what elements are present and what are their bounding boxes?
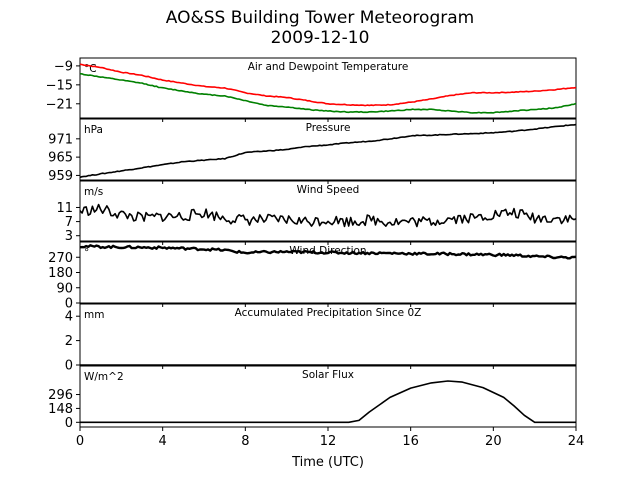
- series-line: [79, 244, 577, 260]
- x-tick-label: 24: [568, 434, 585, 449]
- y-tick-label: 90: [56, 281, 73, 296]
- y-tick-label: 148: [48, 402, 73, 417]
- panel-unit-label: m/s: [84, 186, 103, 198]
- y-tick-label: −15: [46, 78, 73, 93]
- series-line: [79, 63, 577, 107]
- x-tick-label: 8: [241, 434, 249, 449]
- y-tick-label: 7: [65, 215, 73, 230]
- series-line: [79, 203, 577, 228]
- x-tick-label: 0: [76, 434, 84, 449]
- y-tick-label: 4: [65, 310, 73, 325]
- series-line: [79, 72, 577, 114]
- y-tick-label: 296: [48, 388, 73, 403]
- x-tick-label: 20: [485, 434, 502, 449]
- y-tick-label: 2: [65, 334, 73, 349]
- panel-unit-label: mm: [84, 309, 104, 321]
- panel-unit-label: °: [84, 247, 89, 259]
- panel-title: Air and Dewpoint Temperature: [248, 61, 409, 73]
- panel-1: −9−15−21°C Air and Dewpoint Temperature: [46, 57, 577, 122]
- panel-title: Pressure: [306, 122, 351, 134]
- panel-title: Solar Flux: [302, 369, 354, 381]
- figure-subtitle: 2009-12-10: [270, 28, 370, 48]
- x-axis-label: Time (UTC): [291, 455, 364, 470]
- x-tick-label: 4: [159, 434, 167, 449]
- y-tick-label: 3: [65, 229, 73, 244]
- panel-title: Wind Direction: [289, 245, 366, 257]
- y-tick-label: 180: [48, 266, 73, 281]
- y-tick-label: 959: [48, 169, 73, 184]
- series-line: [79, 123, 577, 179]
- y-tick-label: 11: [56, 201, 73, 216]
- y-tick-label: −9: [54, 59, 73, 74]
- panel-title: Accumulated Precipitation Since 0Z: [235, 307, 422, 319]
- y-tick-label: 0: [65, 297, 73, 312]
- panel-5: 0 2 4 mm Accumulated Precipitation Since 0Z: [65, 303, 577, 374]
- figure-title: AO&SS Building Tower Meteorogram: [165, 8, 475, 28]
- x-tick-label: 12: [320, 434, 337, 449]
- panel-unit-label: W/m^2: [84, 371, 124, 383]
- y-tick-label: −21: [46, 97, 73, 112]
- panel-title: Wind Speed: [297, 184, 360, 196]
- series-line: [80, 380, 576, 424]
- panel-2: 959 965 971 hPa Pressure: [48, 118, 577, 184]
- y-tick-label: 270: [48, 251, 73, 266]
- y-tick-label: 0: [65, 359, 73, 374]
- panel-unit-label: hPa: [84, 124, 103, 136]
- y-tick-label: 971: [48, 132, 73, 147]
- x-tick-label: 16: [402, 434, 419, 449]
- y-tick-label: 0: [65, 416, 73, 431]
- y-tick-label: 965: [48, 151, 73, 166]
